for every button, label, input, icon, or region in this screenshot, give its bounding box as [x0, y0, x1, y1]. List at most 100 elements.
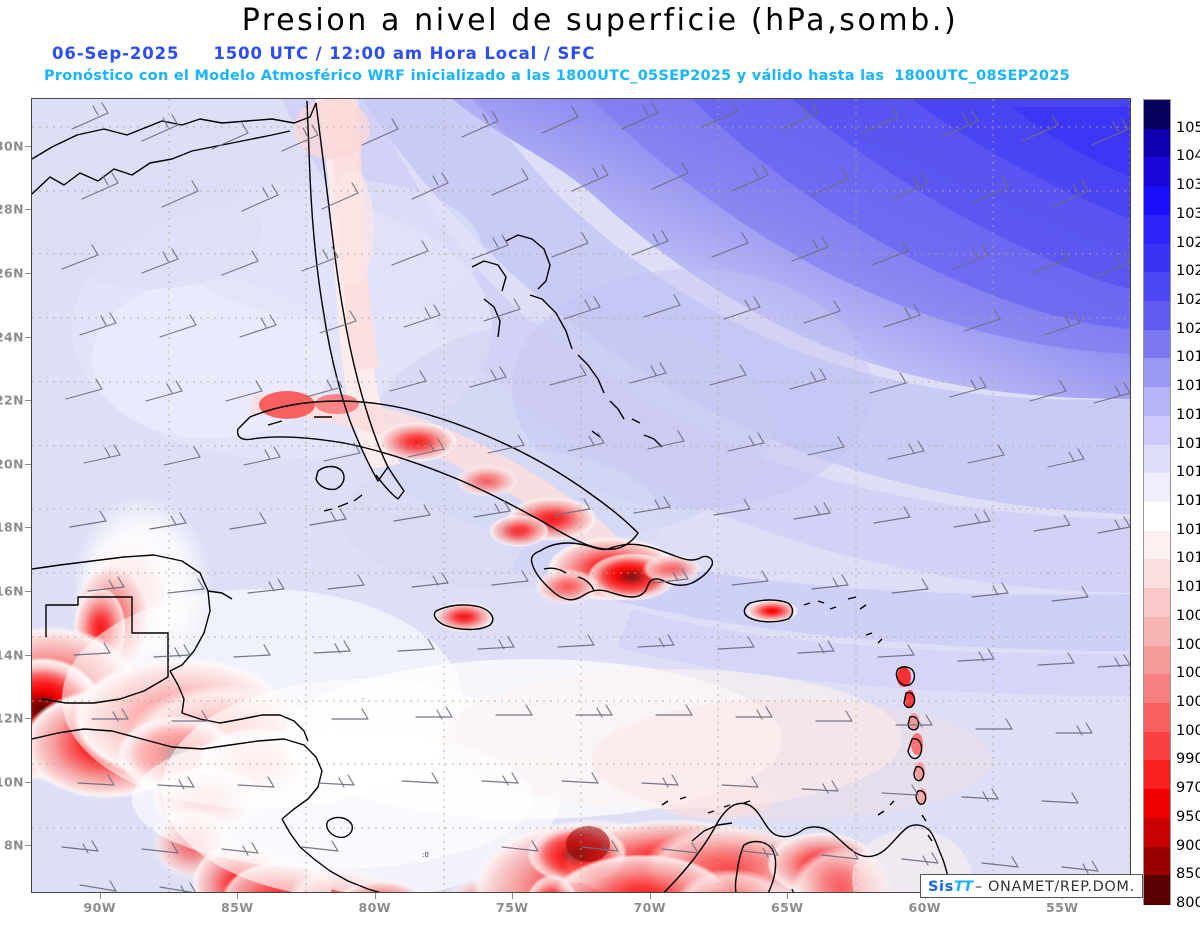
longitude-tick-label: 85W — [221, 900, 254, 915]
pressure-colorbar — [1143, 99, 1171, 905]
wind-barbs — [61, 100, 1130, 892]
longitude-tick-label: 70W — [633, 900, 666, 915]
latitude-tick-label: 24N — [0, 329, 24, 344]
latitude-tick-label: 26N — [0, 265, 24, 281]
latitude-tick — [25, 400, 31, 402]
latitude-tick-label: 14N — [0, 647, 24, 662]
latitude-tick-label: 16N — [0, 583, 24, 599]
chart-header: Presion a nivel de superficie (hPa,somb.… — [0, 0, 1200, 95]
latitude-tick — [25, 718, 31, 720]
colorbar-tick-label: 1022 — [1176, 292, 1200, 308]
latitude-tick — [25, 463, 31, 465]
colorbar-band — [1144, 301, 1170, 331]
colorbar-band — [1144, 559, 1170, 589]
colorbar-band — [1144, 186, 1170, 216]
pressure-map-plot: :0 :0 . — [31, 98, 1131, 893]
colorbar-tick-label: 1016 — [1176, 435, 1200, 452]
colorbar-band — [1144, 415, 1170, 446]
colorbar-band — [1144, 358, 1170, 388]
longitude-tick — [787, 893, 789, 899]
colorbar-band — [1144, 502, 1170, 532]
latitude-tick-label: 30N — [0, 138, 24, 154]
colorbar-band — [1144, 731, 1170, 762]
colorbar-tick-label: 1002 — [1176, 694, 1200, 710]
colorbar-tick-label: 1035 — [1176, 177, 1200, 194]
colorbar-band — [1144, 387, 1170, 417]
colorbar-tick-label: 1030 — [1176, 205, 1200, 222]
colorbar-band — [1144, 875, 1170, 905]
latitude-tick — [25, 845, 31, 847]
colorbar-tick-label: 1025 — [1176, 263, 1200, 280]
colorbar-tick-label: 1015 — [1176, 464, 1200, 481]
colorbar-tick-label: 800 — [1176, 895, 1200, 911]
colorbar-tick-label: 850 — [1176, 866, 1200, 883]
latitude-tick-label: 28N — [0, 201, 24, 217]
longitude-tick-label: 80W — [358, 900, 391, 915]
latitude-tick-label: 18N — [0, 519, 24, 535]
latitude-tick-label: 20N — [0, 456, 24, 472]
latitude-tick-label: 8N — [4, 837, 24, 853]
latitude-tick — [25, 209, 31, 211]
longitude-tick — [512, 893, 514, 899]
colorbar-band — [1144, 100, 1170, 130]
colorbar-tick-label: 970 — [1176, 780, 1200, 797]
model-valid-until: 1800UTC_08SEP2025 — [894, 68, 1070, 84]
page-title: Presion a nivel de superficie (hPa,somb.… — [241, 3, 959, 38]
colorbar-tick-label: 1008 — [1176, 607, 1200, 624]
longitude-tick — [649, 893, 651, 899]
coastlines — [32, 100, 985, 892]
latitude-tick-label: 22N — [0, 392, 24, 408]
graticule-lines — [32, 99, 1130, 892]
colorbar-tick-label: 1020 — [1176, 320, 1200, 337]
colorbar-band — [1144, 645, 1170, 675]
colorbar-band — [1144, 846, 1170, 876]
colorbar-tick-label: 1028 — [1176, 234, 1200, 251]
svg-text::0: :0 — [422, 851, 429, 859]
colorbar-band — [1144, 329, 1170, 360]
colorbar-band — [1144, 703, 1170, 733]
colorbar-tick-label: 1006 — [1176, 636, 1200, 653]
colorbar-band — [1144, 243, 1170, 273]
colorbar-band — [1144, 674, 1170, 704]
colorbar-band — [1144, 214, 1170, 245]
colorbar-tick-label: 1050 — [1176, 119, 1200, 136]
longitude-tick — [374, 893, 376, 899]
watermark-agency-text: – ONAMET/REP.DOM. — [974, 878, 1135, 895]
forecast-date: 06-Sep-2025 — [52, 44, 180, 63]
colorbar-tick-label: 1000 — [1176, 722, 1200, 739]
longitude-tick-label: 60W — [908, 900, 941, 915]
svg-text:.: . — [362, 693, 364, 701]
map-canvas: :0 :0 . — [32, 99, 1130, 892]
provider-watermark: Sis TT – ONAMET/REP.DOM. — [920, 874, 1143, 898]
latitude-tick — [25, 781, 31, 783]
watermark-sis-text: Sis — [928, 878, 954, 895]
colorbar-tick-label: 1012 — [1176, 550, 1200, 567]
model-init-text: Pronóstico con el Modelo Atmosférico WRF… — [44, 68, 885, 84]
station-marks: :0 :0 . — [362, 693, 429, 859]
colorbar-band — [1144, 616, 1170, 647]
colorbar-band — [1144, 789, 1170, 819]
colorbar-tick-label: 950 — [1176, 808, 1200, 825]
colorbar-tick-label: 1014 — [1176, 493, 1200, 509]
colorbar-tick-label: 900 — [1176, 837, 1200, 854]
colorbar-tick-label: 1040 — [1176, 148, 1200, 165]
colorbar-tick-label: 1004 — [1176, 665, 1200, 682]
watermark-tt-text: TT — [953, 878, 973, 895]
colorbar-band — [1144, 473, 1170, 503]
colorbar-tick-label: 1019 — [1176, 349, 1200, 366]
colorbar-band — [1144, 530, 1170, 561]
colorbar-tick-label: 1018 — [1176, 378, 1200, 395]
valid-time-line: 06-Sep-2025 1500 UTC / 12:00 am Hora Loca… — [52, 44, 595, 63]
colorbar-tick-label: 1013 — [1176, 521, 1200, 538]
latitude-tick — [25, 590, 31, 592]
latitude-tick-label: 12N — [0, 710, 24, 726]
colorbar-band — [1144, 444, 1170, 474]
longitude-tick — [99, 893, 101, 899]
latitude-tick — [25, 527, 31, 529]
colorbar-band — [1144, 588, 1170, 618]
latitude-tick — [25, 272, 31, 274]
longitude-tick-label: 65W — [771, 900, 804, 915]
longitude-tick-label: 90W — [83, 900, 116, 915]
colorbar-tick-label: 1017 — [1176, 406, 1200, 423]
latitude-tick-label: 10N — [0, 774, 24, 790]
